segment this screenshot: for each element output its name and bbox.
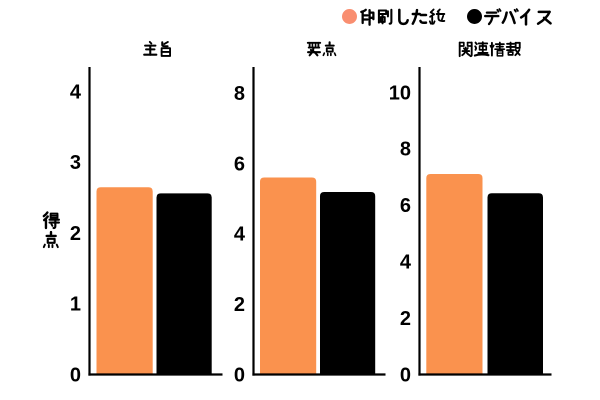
- svg-text:0: 0: [400, 364, 411, 386]
- svg-text:8: 8: [234, 83, 245, 105]
- svg-text:2: 2: [400, 308, 411, 330]
- svg-text:8: 8: [400, 139, 411, 161]
- svg-text:4: 4: [400, 252, 412, 274]
- svg-text:3: 3: [70, 152, 81, 174]
- svg-text:0: 0: [234, 364, 245, 386]
- svg-text:4: 4: [234, 224, 246, 246]
- svg-text:0: 0: [70, 364, 81, 386]
- svg-text:6: 6: [234, 153, 245, 175]
- svg-text:10: 10: [389, 82, 411, 104]
- svg-text:4: 4: [70, 82, 82, 104]
- svg-text:6: 6: [400, 195, 411, 217]
- svg-text:2: 2: [234, 294, 245, 316]
- svg-text:1: 1: [70, 294, 81, 316]
- svg-text:2: 2: [70, 223, 81, 245]
